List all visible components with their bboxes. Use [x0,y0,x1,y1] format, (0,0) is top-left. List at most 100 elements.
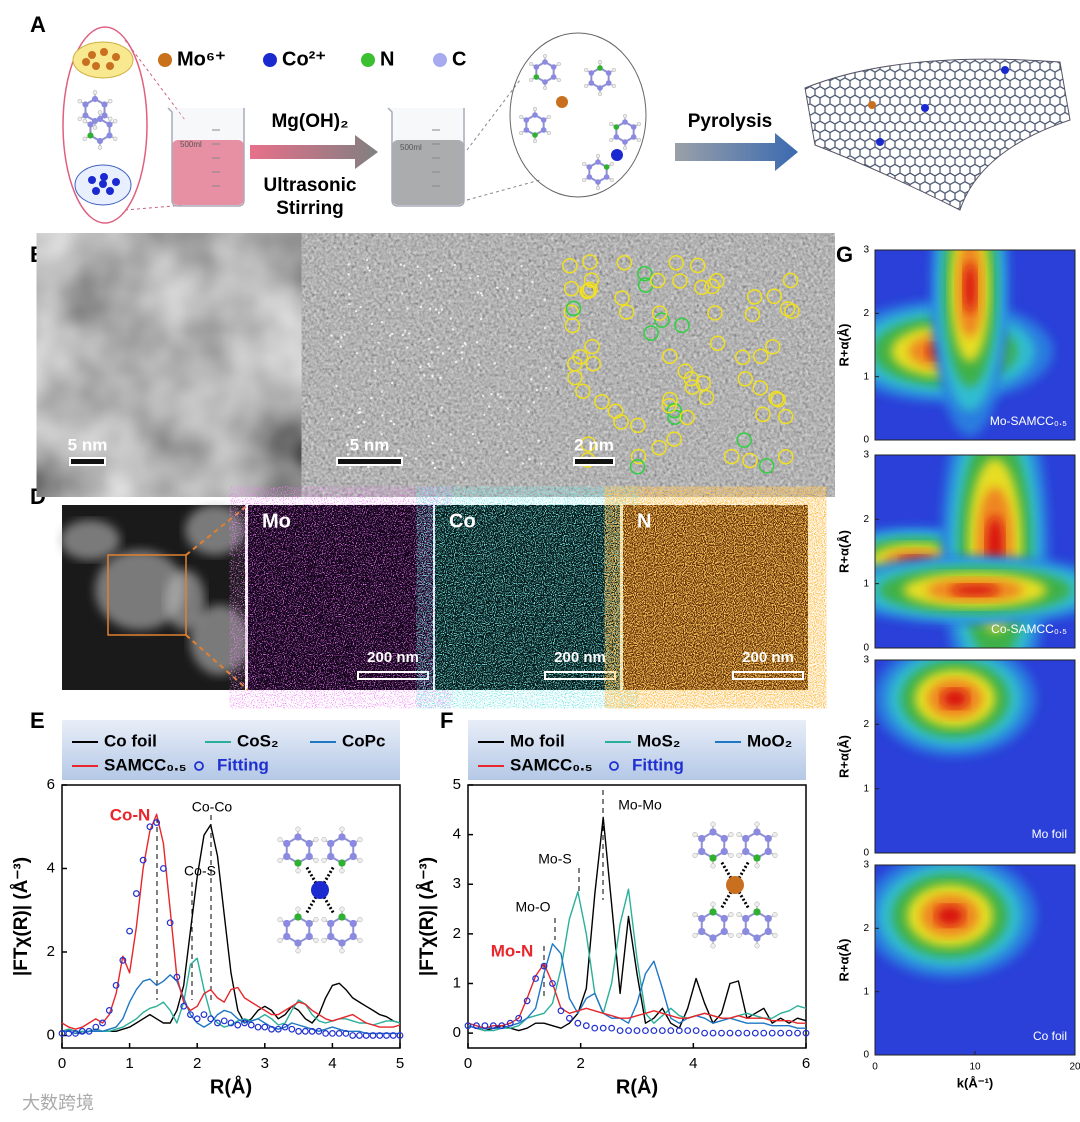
h-atom [339,906,345,912]
h-atom [772,852,778,858]
h-atom [519,130,524,136]
atom [542,79,548,85]
atom [709,854,717,862]
atom [112,53,120,61]
atom-spot [453,263,456,267]
atom-spot [392,422,396,426]
atom-marker [666,402,683,419]
atom [305,919,313,928]
atom-spot [370,396,373,400]
fit-point [362,1032,370,1039]
atom-spot [497,423,501,426]
legend-box [62,720,400,780]
h-atom [313,837,319,843]
fit-point [159,865,167,872]
fit-point [794,1029,801,1037]
scale-label: 200 nm [742,649,794,666]
atom-spot [439,269,443,273]
atom [709,934,717,942]
fit-point [180,1002,188,1010]
atom [764,914,772,923]
atom-marker [643,325,659,341]
fit-point [207,1015,215,1023]
atom [540,127,547,133]
y-tick-label: 4 [47,859,55,876]
h-atom [728,852,734,858]
atom-spot [483,413,486,417]
series-line [61,957,401,1032]
panel-title: Mo-SAMCC₀.₅ [990,414,1067,428]
h-atom [546,114,551,120]
fit-point [396,1032,404,1039]
atom-marker [746,289,763,305]
atom-spot [496,393,500,396]
atom-marker [618,304,635,320]
fit-point [481,1022,489,1030]
atom-spot [436,345,439,349]
fit-point [234,1021,242,1029]
scale-label: 200 nm [554,649,606,666]
atom [100,48,108,56]
atom [542,59,548,65]
atom [92,62,100,70]
atom [106,121,113,128]
atom-spot [382,444,385,447]
contour [963,263,977,313]
atom-spot [377,341,380,344]
h-atom [754,821,760,827]
atom [586,164,593,170]
x-tick-label: 0 [872,1062,878,1073]
atom-spot [535,388,539,392]
h-atom [636,121,641,127]
arrow [250,135,378,169]
fit-point [78,1027,86,1035]
metal-atom [311,881,329,899]
fit-point [760,1029,768,1037]
atom-spot [348,303,351,306]
atom [294,833,302,841]
atom [327,932,335,941]
atom-spot [447,347,451,350]
atom [603,174,610,180]
legend-label: Fitting [632,755,684,774]
legend-label: Co foil [104,731,157,750]
legend-dot [361,53,375,67]
scale-bar [732,671,804,680]
scale-bar [544,671,616,680]
h-atom [710,943,716,949]
atom-spot [434,308,438,311]
h-atom [622,113,628,119]
fit-point [146,823,154,831]
atom-marker [565,300,582,317]
roi [107,554,187,636]
atom [349,852,357,861]
h-atom [339,868,345,874]
atom-marker [629,458,646,475]
fit-point [153,819,161,826]
h-atom [92,90,98,95]
atom [720,914,728,923]
wavelet-map [875,865,1037,979]
atom-spot [336,340,340,343]
y-tick-label: 0 [863,1050,869,1061]
atom-spot [370,322,374,326]
atom-marker [594,393,610,410]
atom-spot [461,345,464,348]
scale-label: 5 nm [350,435,390,454]
annotation: Co-N [110,805,151,824]
fit-point [166,919,174,927]
atom [720,834,728,843]
h-atom [609,121,614,127]
bond [588,160,608,184]
atom-spot [439,376,442,379]
reagent: Mg(OH)₂ [271,111,348,132]
atom-spot [481,294,484,297]
y-tick-label: 0 [863,848,869,859]
condition: Ultrasonic [264,175,357,196]
atom [92,187,100,195]
atom-spot [423,374,426,377]
y-tick-label: 1 [863,783,869,794]
atom [82,112,89,119]
atom-marker [768,390,785,407]
atom-spot [528,457,531,461]
